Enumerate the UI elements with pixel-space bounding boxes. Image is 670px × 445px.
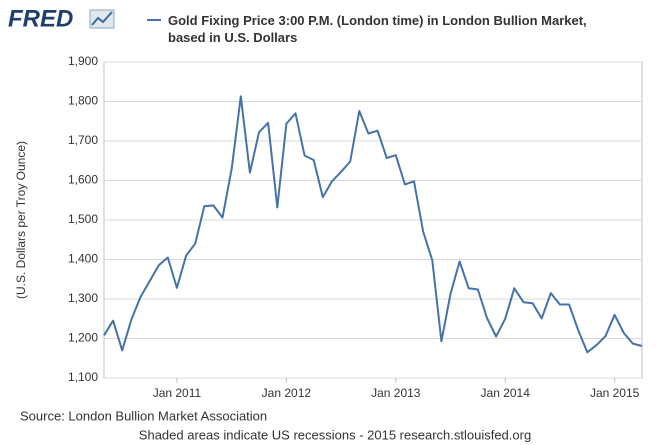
y-tick-label: 1,400 <box>68 252 98 266</box>
x-tick-label: Jan 2014 <box>481 386 531 400</box>
x-tick-label: Jan 2015 <box>590 386 640 400</box>
y-tick-label: 1,200 <box>68 331 98 345</box>
series-line <box>103 95 643 354</box>
x-tick-label: Jan 2011 <box>153 386 202 400</box>
x-tick-label: Jan 2013 <box>371 386 421 400</box>
logo-icon <box>89 9 115 29</box>
y-tick-label: 1,700 <box>68 133 98 147</box>
source: Source: London Bullion Market Associatio… <box>20 408 267 423</box>
y-tick-label: 1,900 <box>68 54 98 68</box>
y-tick-label: 1,100 <box>68 370 98 384</box>
y-tick-label: 1,800 <box>68 94 98 108</box>
y-axis-label: (U.S. Dollars per Troy Ounce) <box>14 141 28 299</box>
footer: Shaded areas indicate US recessions - 20… <box>139 427 531 442</box>
x-tick-label: Jan 2012 <box>262 386 312 400</box>
y-tick-label: 1,600 <box>68 173 98 187</box>
logo: FRED <box>8 5 73 32</box>
y-tick-label: 1,300 <box>68 291 98 305</box>
legend-label: Gold Fixing Price 3:00 P.M. (London time… <box>168 13 587 45</box>
y-tick-label: 1,500 <box>68 212 98 226</box>
